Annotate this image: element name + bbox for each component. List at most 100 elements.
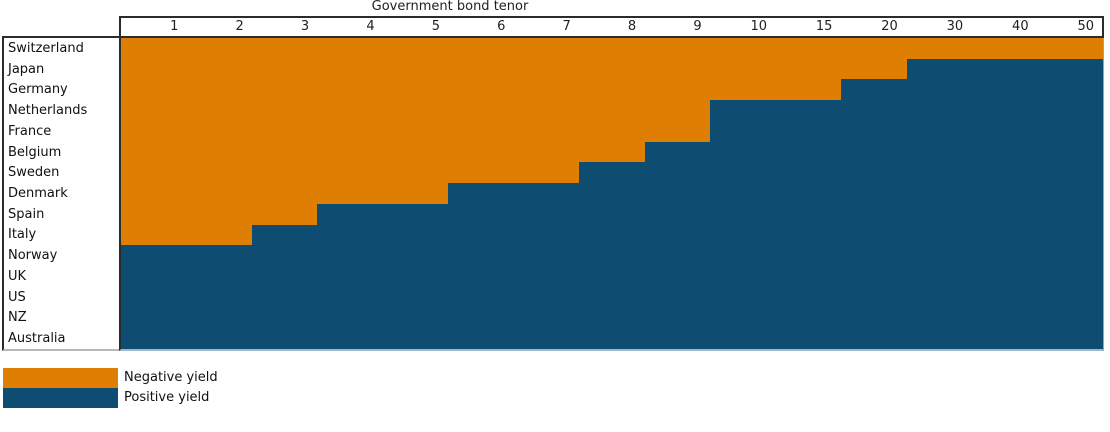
cell-switzerland-9y-negative [644, 38, 711, 59]
cell-france-30y-positive [906, 120, 973, 142]
country-label-us: US [8, 289, 26, 305]
cell-belgium-3y-negative [251, 141, 318, 163]
cell-belgium-5y-negative [382, 141, 449, 163]
country-label-japan: Japan [8, 61, 45, 77]
cell-switzerland-20y-negative [841, 38, 907, 59]
tenor-header-20: 20 [881, 19, 898, 34]
cell-germany-20y-positive [841, 79, 907, 101]
tenor-header-30: 30 [946, 19, 964, 34]
cell-denmark-2y-negative [186, 183, 252, 204]
cell-germany-30y-positive [906, 79, 973, 101]
cell-germany-40y-positive [972, 79, 1038, 101]
cell-uk-30y-positive [906, 266, 973, 287]
cell-spain-7y-positive [513, 203, 580, 225]
cell-sweden-4y-negative [317, 162, 383, 184]
cell-france-5y-negative [382, 120, 449, 142]
cell-switzerland-3y-negative [251, 38, 318, 59]
cell-japan-8y-negative [579, 58, 645, 80]
cell-norway-8y-positive [579, 245, 645, 267]
cell-italy-8y-positive [579, 224, 645, 246]
tenor-header-10: 10 [750, 19, 767, 34]
country-label-france: France [8, 123, 52, 139]
cell-france-20y-positive [841, 120, 907, 142]
cell-netherlands-7y-negative [513, 100, 580, 121]
cell-uk-10y-positive [710, 266, 776, 287]
cell-belgium-2y-negative [186, 141, 252, 163]
cell-nz-5y-positive [382, 307, 449, 329]
country-label-nz: NZ [8, 310, 27, 326]
legend-swatch-negative-yield [3, 368, 118, 388]
cell-belgium-40y-positive [972, 141, 1038, 163]
cell-france-9y-negative [644, 120, 711, 142]
cell-norway-5y-positive [382, 245, 449, 267]
cell-us-4y-positive [317, 286, 383, 308]
cell-australia-7y-positive [513, 328, 580, 349]
cell-italy-20y-positive [841, 224, 907, 246]
country-label-australia: Australia [8, 331, 66, 347]
tenor-header-row: 1 2 3 4 5 6 7 8 9 10 15 20 30 40 50 [119, 16, 1104, 38]
tenor-header-6: 6 [497, 19, 506, 34]
cell-belgium-10y-positive [710, 141, 776, 163]
cell-us-40y-positive [972, 286, 1038, 308]
cell-japan-1y-negative [121, 58, 187, 80]
cell-france-1y-negative [121, 120, 187, 142]
cell-us-9y-positive [644, 286, 711, 308]
cell-sweden-5y-negative [382, 162, 449, 184]
cell-italy-30y-positive [906, 224, 973, 246]
cell-australia-10y-positive [710, 328, 776, 349]
cell-spain-5y-positive [382, 203, 449, 225]
cell-france-4y-negative [317, 120, 383, 142]
cell-spain-2y-negative [186, 203, 252, 225]
cell-switzerland-5y-negative [382, 38, 449, 59]
cell-italy-15y-positive [775, 224, 842, 246]
chart-title: Government bond tenor [371, 0, 529, 14]
cell-germany-10y-negative [710, 79, 776, 101]
cell-australia-30y-positive [906, 328, 973, 349]
cell-australia-20y-positive [841, 328, 907, 349]
cell-uk-1y-positive [121, 266, 187, 287]
legend-label-positive-yield: Positive yield [124, 390, 210, 405]
country-label-uk: UK [8, 268, 27, 284]
cell-italy-3y-positive [251, 224, 318, 246]
cell-japan-2y-negative [186, 58, 252, 80]
cell-netherlands-10y-positive [710, 100, 776, 121]
tenor-header-8: 8 [627, 19, 637, 34]
cell-spain-40y-positive [972, 203, 1038, 225]
cell-sweden-10y-positive [710, 162, 776, 184]
cell-netherlands-1y-negative [121, 100, 187, 121]
cell-us-30y-positive [906, 286, 973, 308]
cell-germany-6y-negative [448, 79, 514, 101]
cell-italy-40y-positive [972, 224, 1038, 246]
cell-netherlands-5y-negative [382, 100, 449, 121]
cell-japan-5y-negative [382, 58, 449, 80]
cell-denmark-4y-negative [317, 183, 383, 204]
cell-italy-10y-positive [710, 224, 776, 246]
cell-france-7y-negative [513, 120, 580, 142]
cell-spain-4y-positive [317, 203, 383, 225]
country-label-sweden: Sweden [8, 165, 60, 181]
cell-spain-20y-positive [841, 203, 907, 225]
cell-norway-40y-positive [972, 245, 1038, 267]
cell-japan-40y-positive [972, 58, 1038, 80]
cell-spain-3y-negative [251, 203, 318, 225]
legend-swatch-positive-yield [3, 388, 118, 408]
cell-denmark-5y-negative [382, 183, 449, 204]
cell-nz-8y-positive [579, 307, 645, 329]
cell-us-10y-positive [710, 286, 776, 308]
cell-denmark-30y-positive [906, 183, 973, 204]
country-label-italy: Italy [8, 227, 37, 243]
cell-japan-4y-negative [317, 58, 383, 80]
cell-uk-50y-positive [1037, 266, 1103, 287]
cell-nz-2y-positive [186, 307, 252, 329]
cell-norway-3y-positive [251, 245, 318, 267]
tenor-header-7: 7 [562, 19, 571, 34]
cell-belgium-4y-negative [317, 141, 383, 163]
cell-denmark-1y-negative [121, 183, 187, 204]
country-label-belgium: Belgium [8, 144, 62, 160]
country-label-netherlands: Netherlands [8, 103, 88, 119]
cell-spain-6y-positive [448, 203, 514, 225]
cell-us-15y-positive [775, 286, 842, 308]
cell-australia-3y-positive [251, 328, 318, 349]
cell-japan-20y-negative [841, 58, 907, 80]
